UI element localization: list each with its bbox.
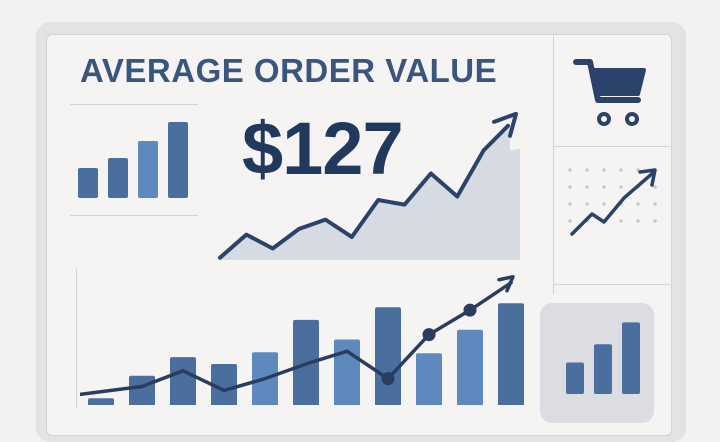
grid-dot: [653, 185, 657, 189]
left-tile-divider-top: [70, 104, 198, 105]
grid-dot: [585, 168, 589, 172]
bar: [334, 339, 360, 405]
grid-dot: [602, 168, 606, 172]
grid-dot: [636, 219, 640, 223]
grid-dot: [568, 219, 572, 223]
trend-area-chart: [218, 112, 520, 260]
bar: [416, 353, 442, 405]
bar: [108, 158, 128, 198]
bar: [138, 141, 158, 198]
bar: [78, 168, 98, 198]
bar: [168, 122, 188, 198]
dotted-trend-chart: [568, 168, 657, 236]
grid-dot: [636, 202, 640, 206]
dashboard-title: AVERAGE ORDER VALUE: [80, 52, 498, 89]
line-marker: [381, 372, 395, 386]
grid-dot: [602, 185, 606, 189]
grid-dot: [568, 185, 572, 189]
line-marker: [422, 328, 436, 342]
grid-dot: [585, 185, 589, 189]
average-order-value: $127: [242, 107, 404, 190]
bar: [375, 307, 401, 405]
tile-bar-chart: [566, 322, 640, 394]
trend-line: [218, 123, 510, 260]
grid-dot: [619, 219, 623, 223]
main-chart-left-border: [76, 268, 77, 408]
shopping-cart-icon[interactable]: [572, 56, 652, 130]
grid-dot: [653, 219, 657, 223]
trend-arrow-head: [638, 168, 657, 187]
trend-area-fill: [220, 123, 520, 260]
trend-arrow-head: [497, 274, 515, 293]
grid-dot: [585, 202, 589, 206]
grid-dot: [619, 168, 623, 172]
bar: [457, 329, 483, 405]
grid-dot: [619, 185, 623, 189]
grid-dot: [653, 202, 657, 206]
bar: [211, 363, 237, 405]
bar: [566, 362, 584, 394]
vertical-divider: [553, 34, 554, 294]
left-tile-divider-bottom: [70, 215, 198, 216]
bar: [170, 357, 196, 405]
bar: [498, 303, 524, 405]
bar: [129, 375, 155, 405]
trend-up-arrow-icon: [570, 170, 656, 236]
sidebar-divider-mid: [553, 284, 670, 285]
line-marker: [463, 303, 477, 317]
bar: [88, 398, 114, 405]
bar: [594, 344, 612, 394]
grid-dot: [568, 202, 572, 206]
trend-arrow-head: [492, 112, 518, 138]
grid-dot: [568, 168, 572, 172]
grid-dot: [602, 202, 606, 206]
mini-bar-chart: [78, 122, 188, 198]
sidebar-divider-top: [553, 146, 670, 147]
bar: [622, 322, 640, 394]
main-bar-line-chart: [80, 274, 524, 405]
trend-line: [80, 280, 513, 397]
